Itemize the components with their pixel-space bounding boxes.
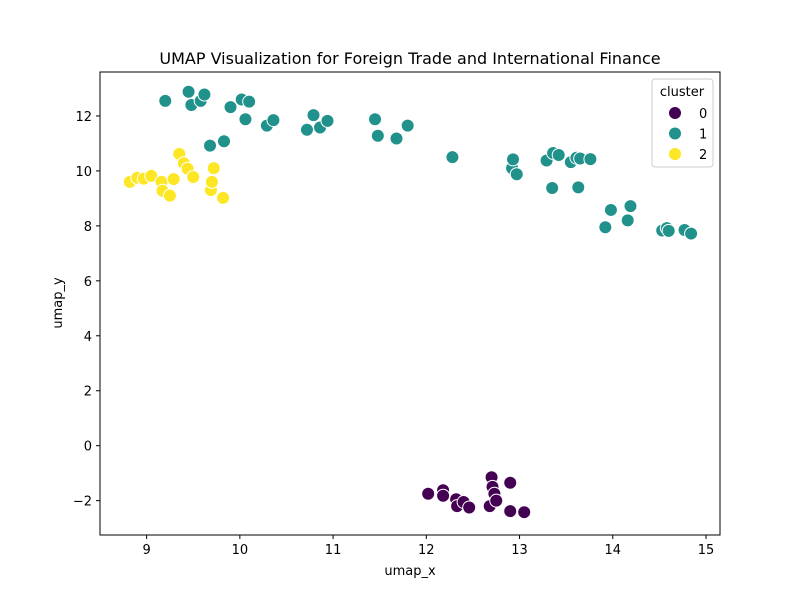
data-point-cluster-1 bbox=[571, 180, 586, 195]
data-point-cluster-2 bbox=[206, 161, 221, 176]
data-point-cluster-1 bbox=[620, 213, 635, 228]
data-point-cluster-1 bbox=[306, 108, 321, 123]
y-tick-label: 2 bbox=[84, 385, 92, 400]
legend: cluster 0 1 2 bbox=[651, 78, 714, 168]
data-point-cluster-2 bbox=[144, 168, 159, 183]
legend-marker-cluster-2 bbox=[668, 147, 682, 161]
data-point-cluster-1 bbox=[603, 202, 618, 217]
data-point-cluster-1 bbox=[509, 167, 524, 182]
data-point-cluster-2 bbox=[216, 190, 231, 205]
y-tick-label: −2 bbox=[73, 495, 92, 510]
data-point-cluster-1 bbox=[684, 226, 699, 241]
legend-marker-cluster-0 bbox=[668, 106, 682, 120]
y-tick-label: 8 bbox=[84, 220, 92, 235]
data-point-cluster-1 bbox=[197, 87, 212, 102]
data-point-cluster-1 bbox=[389, 131, 404, 146]
y-tick-label: 6 bbox=[84, 275, 92, 290]
y-tick-label: 0 bbox=[84, 440, 92, 455]
data-point-cluster-1 bbox=[320, 113, 335, 128]
y-tick-label: 10 bbox=[75, 165, 92, 180]
x-tick-label: 15 bbox=[698, 543, 715, 558]
data-point-cluster-1 bbox=[623, 199, 638, 214]
data-point-cluster-0 bbox=[421, 486, 436, 501]
x-axis-title: umap_x bbox=[384, 564, 436, 579]
data-point-cluster-2 bbox=[186, 169, 201, 184]
data-point-cluster-2 bbox=[162, 188, 177, 203]
data-point-cluster-1 bbox=[506, 152, 521, 167]
legend-label-cluster-0: 0 bbox=[699, 107, 707, 122]
legend-label-cluster-2: 2 bbox=[699, 148, 707, 163]
data-point-cluster-1 bbox=[266, 113, 281, 128]
data-point-cluster-1 bbox=[203, 138, 218, 153]
x-tick-label: 10 bbox=[232, 543, 249, 558]
data-point-cluster-1 bbox=[299, 122, 314, 137]
data-point-cluster-1 bbox=[158, 93, 173, 108]
x-tick-label: 13 bbox=[511, 543, 528, 558]
data-point-cluster-1 bbox=[583, 152, 598, 167]
x-tick-label: 11 bbox=[325, 543, 342, 558]
y-tick-label: 12 bbox=[75, 110, 92, 125]
data-point-cluster-1 bbox=[217, 134, 231, 149]
data-point-cluster-1 bbox=[238, 112, 253, 127]
data-point-cluster-0 bbox=[503, 504, 518, 519]
data-point-cluster-1 bbox=[370, 128, 385, 143]
plot-area bbox=[122, 84, 699, 520]
chart-title: UMAP Visualization for Foreign Trade and… bbox=[159, 49, 660, 68]
data-point-cluster-0 bbox=[462, 500, 477, 515]
data-point-cluster-0 bbox=[436, 488, 451, 503]
legend-marker-cluster-1 bbox=[668, 126, 682, 141]
data-point-cluster-1 bbox=[545, 180, 560, 195]
x-axis: 9 10 11 12 13 14 15 bbox=[142, 535, 714, 558]
data-point-cluster-0 bbox=[489, 493, 504, 508]
plot-frame bbox=[99, 71, 721, 536]
x-tick-label: 9 bbox=[142, 543, 150, 558]
data-point-cluster-0 bbox=[503, 475, 518, 490]
legend-box bbox=[651, 78, 714, 168]
legend-entries: 0 1 2 bbox=[668, 106, 707, 163]
data-point-cluster-1 bbox=[368, 112, 383, 127]
data-point-cluster-2 bbox=[166, 172, 181, 187]
data-point-cluster-1 bbox=[181, 84, 196, 99]
data-point-cluster-1 bbox=[661, 223, 676, 238]
cluster-2-points bbox=[122, 146, 231, 205]
y-axis: −2 0 2 4 6 8 10 12 bbox=[73, 110, 100, 510]
data-point-cluster-1 bbox=[223, 100, 238, 115]
data-point-cluster-1 bbox=[445, 150, 460, 165]
x-tick-label: 12 bbox=[418, 543, 435, 558]
y-axis-title: umap_y bbox=[51, 277, 66, 329]
data-point-cluster-1 bbox=[551, 147, 566, 162]
legend-title: cluster bbox=[660, 85, 705, 100]
y-tick-label: 4 bbox=[84, 330, 92, 345]
data-point-cluster-1 bbox=[598, 220, 613, 235]
data-point-cluster-2 bbox=[204, 174, 219, 189]
x-tick-label: 14 bbox=[605, 543, 622, 558]
cluster-1-points bbox=[158, 84, 699, 241]
data-point-cluster-1 bbox=[400, 118, 415, 133]
legend-label-cluster-1: 1 bbox=[699, 128, 707, 143]
cluster-0-points bbox=[421, 470, 532, 520]
data-point-cluster-0 bbox=[517, 505, 532, 520]
data-point-cluster-1 bbox=[242, 94, 257, 109]
